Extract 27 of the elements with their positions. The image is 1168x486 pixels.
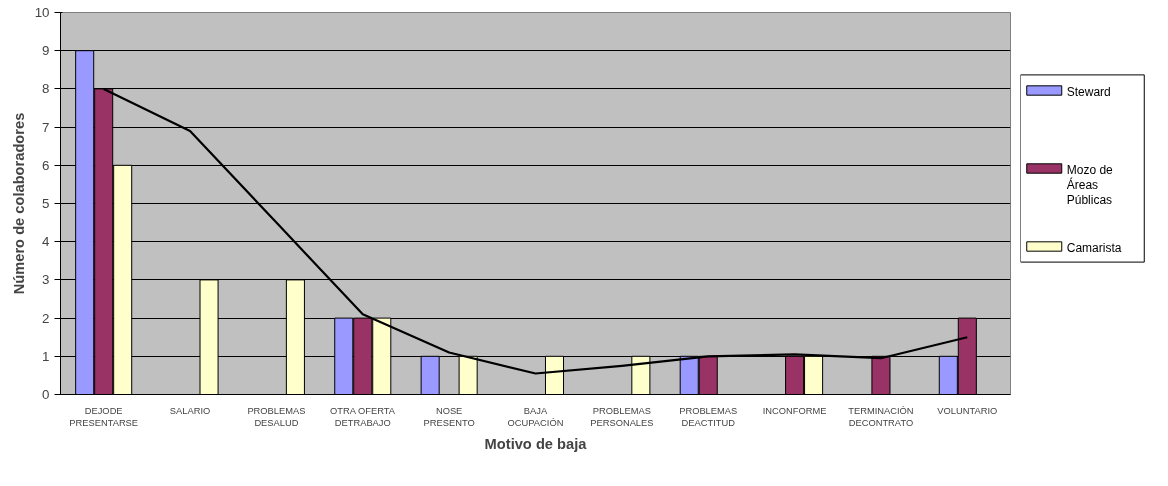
x-tick-label: OTRA OFERTA DETRABAJO bbox=[330, 405, 396, 428]
x-tick-label: VOLUNTARIO bbox=[937, 405, 998, 416]
y-tick-label: 10 bbox=[34, 5, 50, 20]
x-tick-label: PROBLEMAS DEACTITUD bbox=[679, 405, 738, 428]
y-tick-label: 3 bbox=[42, 272, 50, 288]
y-tick-label: 6 bbox=[42, 157, 50, 173]
x-tick-label: TERMINACIÓN DECONTRATO bbox=[848, 405, 914, 428]
x-tick-label: DEJODE PRESENTARSE bbox=[69, 405, 139, 428]
y-tick-label: 1 bbox=[42, 348, 50, 364]
y-tick-label: 5 bbox=[42, 196, 50, 211]
y-tick-label: 8 bbox=[42, 81, 50, 97]
y-tick-label: 9 bbox=[42, 43, 50, 59]
legend-label: Mozo de Áreas Públicas bbox=[1066, 162, 1114, 208]
x-tick-label: BAJA OCUPACIÓN bbox=[507, 405, 564, 428]
x-tick-label: SALARIO bbox=[169, 405, 211, 416]
legend-label: Steward bbox=[1066, 84, 1111, 99]
y-tick-label: 2 bbox=[42, 310, 50, 326]
x-tick-label: PROBLEMAS DESALUD bbox=[247, 405, 306, 428]
legend-label: Camarista bbox=[1066, 240, 1122, 255]
y-tick-label: 0 bbox=[42, 387, 50, 402]
x-tick-label: INCONFORME bbox=[762, 405, 827, 416]
x-axis-title: Motivo de baja bbox=[484, 435, 588, 452]
y-axis-title: Número de colaboradores bbox=[10, 112, 27, 295]
x-tick-label: NOSE PRESENTO bbox=[423, 405, 475, 428]
y-tick-label: 4 bbox=[42, 234, 51, 250]
y-tick-label: 7 bbox=[42, 119, 50, 135]
x-tick-label: PROBLEMAS PERSONALES bbox=[590, 405, 654, 428]
